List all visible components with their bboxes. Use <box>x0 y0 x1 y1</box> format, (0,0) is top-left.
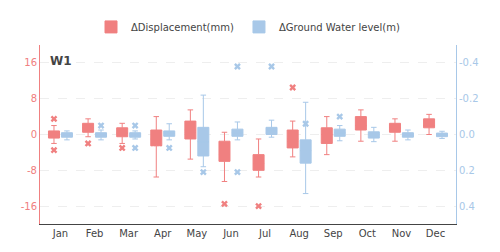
svg-text:0: 0 <box>31 129 37 140</box>
svg-text:0.2: 0.2 <box>459 165 475 176</box>
svg-text:-16: -16 <box>21 201 37 212</box>
svg-text:0.0: 0.0 <box>459 129 475 140</box>
svg-text:May: May <box>187 228 208 239</box>
svg-text:16: 16 <box>24 57 37 68</box>
svg-text:0.4: 0.4 <box>459 201 475 212</box>
svg-text:ΔGround Water level(m): ΔGround Water level(m) <box>279 22 400 33</box>
svg-text:Sep: Sep <box>324 228 343 239</box>
svg-text:-8: -8 <box>27 165 37 176</box>
svg-text:Jun: Jun <box>222 228 239 239</box>
svg-text:-0.4: -0.4 <box>459 57 479 68</box>
svg-text:Feb: Feb <box>86 228 104 239</box>
svg-text:Jul: Jul <box>258 228 271 239</box>
svg-text:Mar: Mar <box>119 228 139 239</box>
svg-text:-0.2: -0.2 <box>459 93 479 104</box>
svg-text:Jan: Jan <box>52 228 68 239</box>
svg-text:8: 8 <box>31 93 37 104</box>
svg-text:ΔDisplacement(mm): ΔDisplacement(mm) <box>131 22 234 33</box>
svg-text:Nov: Nov <box>392 228 412 239</box>
svg-text:W1: W1 <box>50 54 72 68</box>
svg-text:Apr: Apr <box>154 228 172 239</box>
svg-text:Oct: Oct <box>359 228 376 239</box>
svg-text:Dec: Dec <box>426 228 445 239</box>
svg-text:Aug: Aug <box>289 228 309 239</box>
